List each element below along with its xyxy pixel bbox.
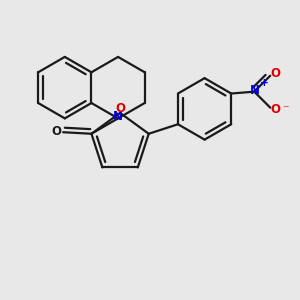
Text: N: N [113, 110, 123, 124]
Text: O: O [271, 68, 281, 80]
Text: O: O [115, 102, 125, 115]
Text: +: + [260, 78, 268, 88]
Text: O: O [271, 103, 281, 116]
Text: N: N [250, 84, 260, 97]
Text: ⁻: ⁻ [282, 103, 289, 116]
Text: O: O [52, 125, 61, 138]
